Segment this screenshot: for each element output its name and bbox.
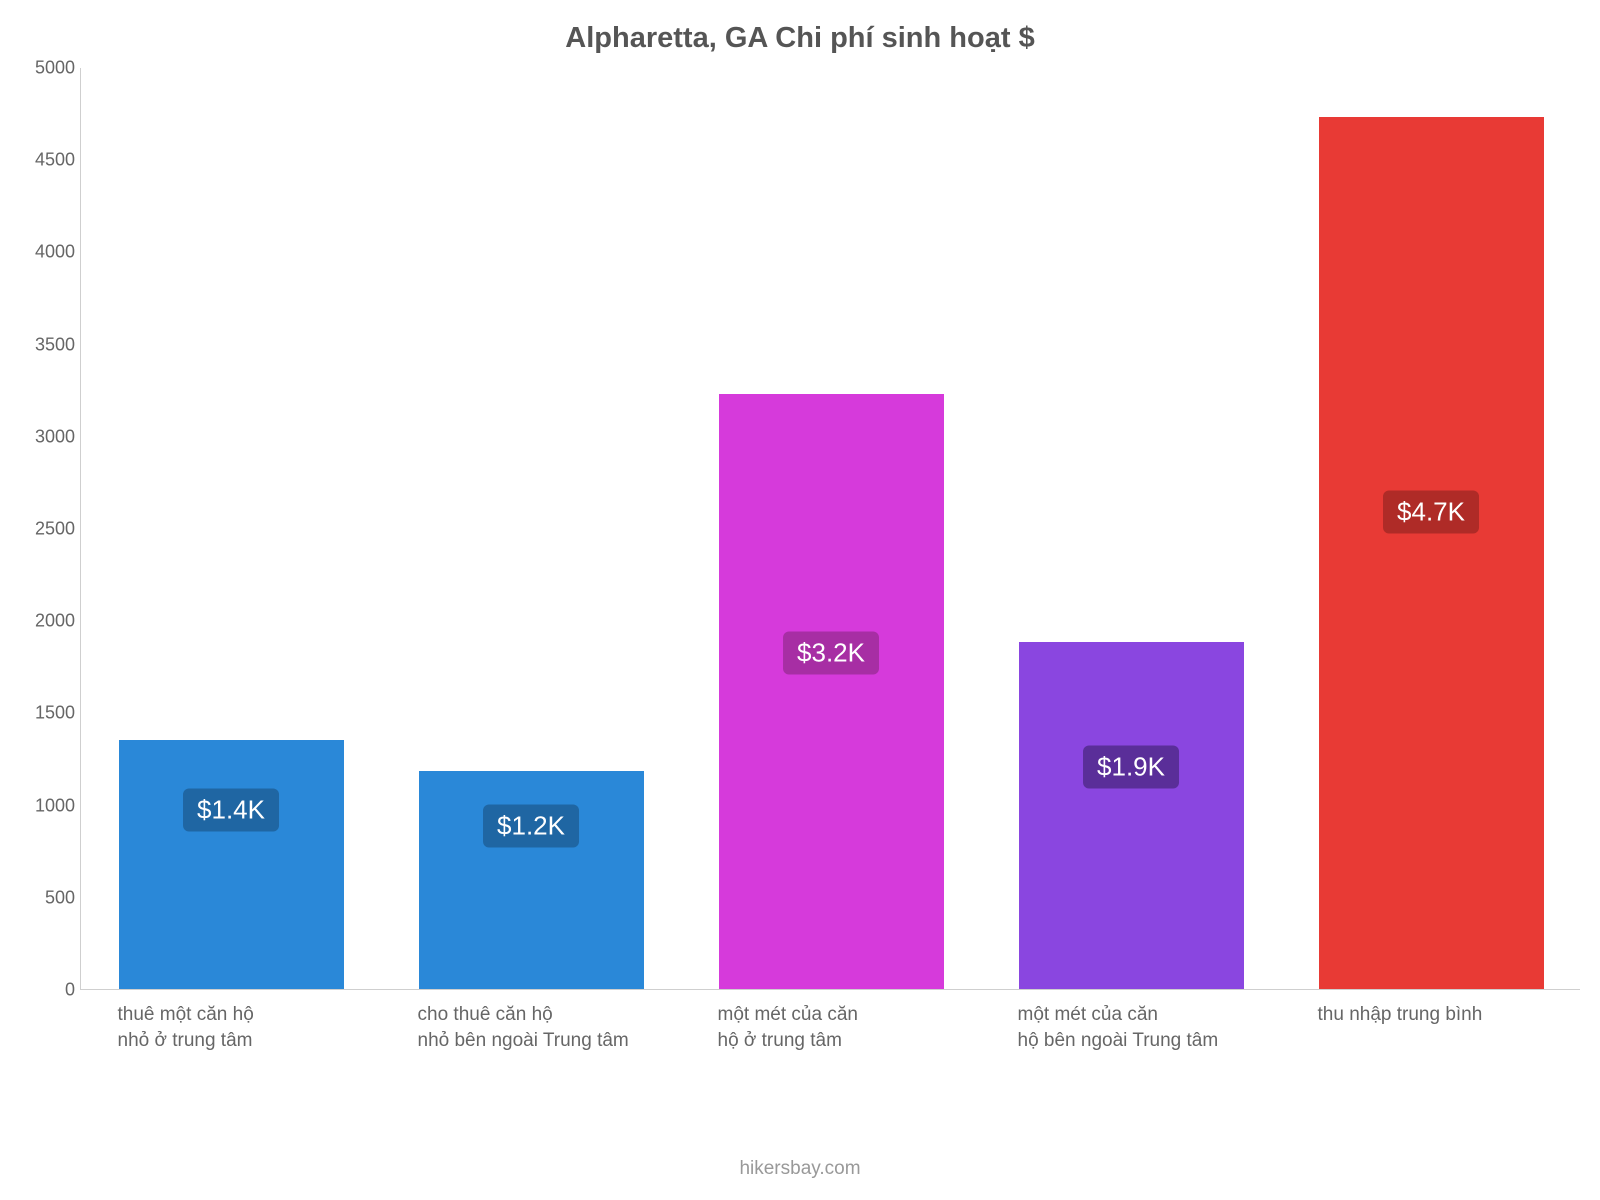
y-tick-label: 2000 [15, 611, 75, 632]
y-tick-label: 0 [15, 980, 75, 1001]
chart-title: Alpharetta, GA Chi phí sinh hoạt $ [0, 22, 1600, 55]
bar-value-label: $1.4K [183, 789, 279, 832]
bar-value-label: $1.2K [483, 804, 579, 847]
bar-value-label: $1.9K [1083, 745, 1179, 788]
cost-of-living-chart: Alpharetta, GA Chi phí sinh hoạt $ 05001… [0, 0, 1600, 1200]
y-tick-label: 4500 [15, 150, 75, 171]
plot-area: 0500100015002000250030003500400045005000… [80, 68, 1580, 990]
x-category-label: một mét của căn hộ ở trung tâm [718, 1002, 1033, 1053]
x-category-label: cho thuê căn hộ nhỏ bên ngoài Trung tâm [418, 1002, 733, 1053]
y-tick-label: 1500 [15, 703, 75, 724]
y-tick-label: 5000 [15, 58, 75, 79]
x-axis-labels: thuê một căn hộ nhỏ ở trung tâmcho thuê … [80, 1002, 1580, 1122]
x-category-label: thuê một căn hộ nhỏ ở trung tâm [118, 1002, 433, 1053]
bar [719, 394, 944, 989]
attribution-text: hikersbay.com [0, 1158, 1600, 1180]
x-category-label: một mét của căn hộ bên ngoài Trung tâm [1018, 1002, 1333, 1053]
y-tick-label: 1000 [15, 795, 75, 816]
bar [1019, 642, 1244, 989]
y-tick-label: 2500 [15, 519, 75, 540]
y-tick-label: 4000 [15, 242, 75, 263]
bar-value-label: $3.2K [783, 631, 879, 674]
x-category-label: thu nhập trung bình [1318, 1002, 1600, 1028]
bar [119, 740, 344, 989]
bar [1319, 117, 1544, 989]
y-tick-label: 3000 [15, 426, 75, 447]
y-tick-label: 500 [15, 887, 75, 908]
y-tick-label: 3500 [15, 334, 75, 355]
bar-value-label: $4.7K [1383, 491, 1479, 534]
